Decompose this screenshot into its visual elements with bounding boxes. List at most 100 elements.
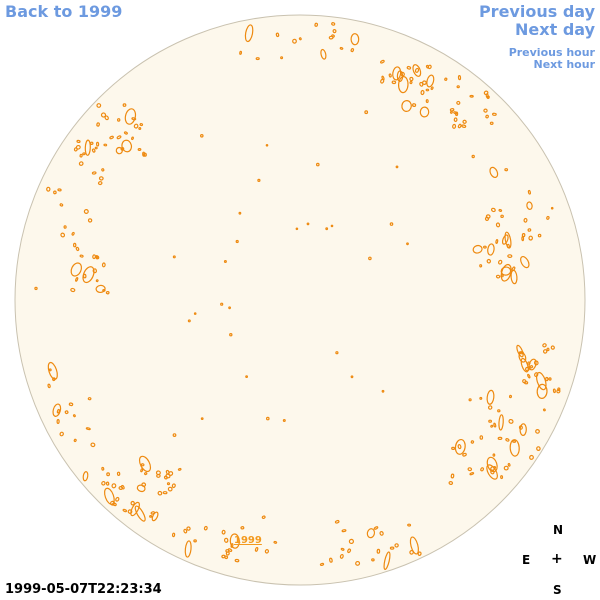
- compass-center: +: [551, 551, 563, 567]
- magnetic-feature: [453, 117, 458, 122]
- magnetic-feature: [516, 344, 524, 358]
- magnetic-feature: [498, 208, 503, 212]
- magnetic-feature: [453, 111, 458, 115]
- magnetic-feature: [380, 59, 385, 64]
- magnetic-feature: [112, 502, 117, 507]
- magnetic-feature: [456, 100, 461, 105]
- magnetic-feature: [141, 482, 147, 488]
- magnetic-feature: [528, 358, 537, 371]
- magnetic-feature: [116, 118, 121, 122]
- magnetic-feature: [167, 486, 173, 492]
- magnetic-feature: [339, 553, 344, 559]
- magnetic-feature: [85, 427, 91, 431]
- magnetic-feature: [495, 239, 499, 244]
- magnetic-feature: [101, 466, 105, 471]
- next-day-link[interactable]: Next day: [515, 20, 595, 39]
- magnetic-feature: [529, 365, 534, 369]
- magnetic-feature: [500, 214, 504, 219]
- magnetic-feature: [265, 416, 270, 421]
- magnetic-feature: [329, 557, 333, 563]
- magnetic-feature: [120, 484, 125, 490]
- magnetic-feature: [366, 528, 376, 539]
- magnetic-feature: [452, 123, 457, 129]
- magnetic-feature: [106, 472, 110, 477]
- magnetic-feature: [350, 375, 354, 379]
- magnetic-feature: [223, 260, 227, 264]
- magnetic-feature: [409, 76, 414, 82]
- magnetic-feature: [151, 511, 159, 522]
- previous-hour-link[interactable]: Previous hour: [508, 46, 595, 59]
- magnetic-feature: [426, 74, 435, 88]
- magnetic-feature: [492, 112, 497, 116]
- magnetic-feature: [131, 136, 134, 141]
- magnetic-feature: [504, 231, 512, 249]
- magnetic-feature: [116, 471, 121, 476]
- magnetic-feature: [392, 66, 402, 81]
- magnetic-feature: [472, 244, 483, 254]
- magnetic-feature: [275, 32, 280, 38]
- magnetic-feature: [498, 414, 504, 431]
- magnetic-feature: [341, 529, 347, 533]
- previous-day-link[interactable]: Previous day: [478, 2, 595, 21]
- magnetic-feature: [462, 119, 467, 124]
- magnetic-feature: [536, 383, 548, 399]
- magnetic-feature: [94, 146, 98, 150]
- magnetic-feature: [79, 254, 84, 258]
- magnetic-feature: [295, 227, 299, 231]
- magnetic-feature: [508, 394, 513, 399]
- next-hour-link[interactable]: Next hour: [533, 58, 596, 71]
- magnetic-feature: [101, 481, 106, 486]
- magnetic-feature: [469, 472, 475, 476]
- magnetic-feature: [457, 75, 462, 81]
- magnetic-feature: [546, 215, 550, 220]
- magnetic-feature: [220, 302, 224, 306]
- magnetic-feature: [165, 469, 170, 475]
- magnetic-feature: [91, 171, 97, 175]
- magnetic-feature: [497, 409, 501, 413]
- magnetic-feature: [454, 438, 466, 455]
- magnetic-feature: [257, 178, 261, 182]
- magnetic-feature: [261, 515, 266, 519]
- magnetic-feature: [401, 100, 412, 112]
- magnetic-feature: [229, 533, 240, 549]
- magnetic-feature: [468, 398, 472, 402]
- magnetic-feature: [332, 29, 337, 34]
- magnetic-feature: [406, 242, 409, 246]
- magnetic-feature: [500, 475, 504, 480]
- magnetic-feature: [340, 547, 345, 551]
- magnetic-feature: [172, 433, 177, 438]
- magnetic-feature: [75, 246, 80, 252]
- magnetic-feature: [376, 548, 381, 554]
- magnetic-feature: [89, 141, 94, 146]
- magnetic-feature: [406, 65, 412, 70]
- magnetic-feature: [235, 239, 239, 244]
- magnetic-feature: [490, 469, 495, 475]
- magnetic-feature: [511, 266, 516, 272]
- magnetic-feature: [470, 440, 475, 444]
- magnetic-feature: [123, 131, 128, 135]
- magnetic-feature: [245, 375, 249, 379]
- year-marker-link[interactable]: 1999: [234, 535, 262, 546]
- magnetic-feature: [254, 546, 259, 552]
- magnetic-feature: [430, 86, 434, 91]
- magnetic-feature: [228, 306, 232, 310]
- magnetic-feature: [315, 162, 320, 167]
- magnetic-feature: [395, 165, 399, 169]
- magnetic-feature: [70, 287, 76, 293]
- magnetic-feature: [121, 139, 133, 153]
- magnetic-feature: [371, 558, 375, 562]
- magnetic-feature: [105, 481, 110, 486]
- magnetic-feature: [407, 523, 412, 527]
- magnetic-feature: [527, 189, 531, 195]
- magnetic-feature: [193, 539, 197, 543]
- magnetic-feature: [391, 80, 397, 85]
- magnetic-feature: [131, 117, 137, 121]
- magnetic-feature: [186, 526, 191, 531]
- magnetic-feature: [71, 231, 75, 236]
- magnetic-feature: [500, 263, 512, 282]
- magnetic-feature: [82, 273, 87, 279]
- magnetic-feature: [389, 546, 395, 550]
- magnetic-feature: [239, 50, 243, 55]
- back-to-year-link[interactable]: Back to 1999: [5, 2, 123, 21]
- magnetic-feature: [72, 242, 77, 248]
